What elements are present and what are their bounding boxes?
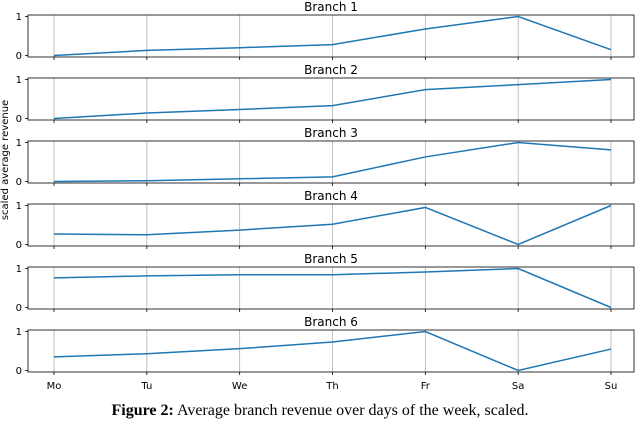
y-tick-label: 1 xyxy=(16,201,22,212)
panel-title-3: Branch 3 xyxy=(304,126,358,140)
y-tick-label: 1 xyxy=(16,264,22,275)
panel-frame xyxy=(27,140,635,184)
x-tick-label: Sa xyxy=(512,381,524,392)
panel-title-4: Branch 4 xyxy=(304,189,358,203)
y-tick-label: 1 xyxy=(16,327,22,338)
y-tick-label: 0 xyxy=(16,303,22,314)
x-tick-label: Su xyxy=(605,381,618,392)
figure-caption-text: Average branch revenue over days of the … xyxy=(173,402,529,419)
x-tick-label: We xyxy=(232,381,247,392)
x-tick-label: Fr xyxy=(421,381,431,392)
x-tick-label: Mo xyxy=(47,381,62,392)
series-line-branch-5 xyxy=(53,267,612,309)
panel-frame xyxy=(27,77,635,121)
y-tick-label: 1 xyxy=(16,138,22,149)
y-tick-label: 0 xyxy=(16,177,22,188)
panel-frame xyxy=(27,14,635,58)
x-tick-label: Tu xyxy=(140,381,152,392)
series-line-branch-1 xyxy=(53,15,612,57)
panel-frame xyxy=(27,329,635,373)
figure-caption: Figure 2: Average branch revenue over da… xyxy=(0,402,640,420)
panel-title-5: Branch 5 xyxy=(304,252,358,266)
y-tick-label: 0 xyxy=(16,366,22,377)
x-tick-label: Th xyxy=(325,381,338,392)
series-line-branch-2 xyxy=(53,78,612,120)
y-tick-label: 1 xyxy=(16,75,22,86)
panel-title-2: Branch 2 xyxy=(304,63,358,77)
panel-title-1: Branch 1 xyxy=(304,0,358,14)
y-tick-label: 0 xyxy=(16,240,22,251)
y-tick-label: 0 xyxy=(16,51,22,62)
y-tick-label: 1 xyxy=(16,12,22,23)
series-line-branch-4 xyxy=(53,204,612,246)
y-tick-label: 0 xyxy=(16,114,22,125)
panel-title-6: Branch 6 xyxy=(304,315,358,329)
figure-caption-label: Figure 2: xyxy=(111,402,174,419)
series-line-branch-3 xyxy=(53,141,612,183)
chart: Branch 1 0 1 Branch 2 0 1 Branch 3 0 1 Branch 4 0 1… xyxy=(0,0,635,392)
series-line-branch-6 xyxy=(53,330,612,372)
panel-frame xyxy=(27,266,635,310)
panel-frame xyxy=(27,203,635,247)
y-axis-label: scaled average revenue xyxy=(0,100,11,220)
